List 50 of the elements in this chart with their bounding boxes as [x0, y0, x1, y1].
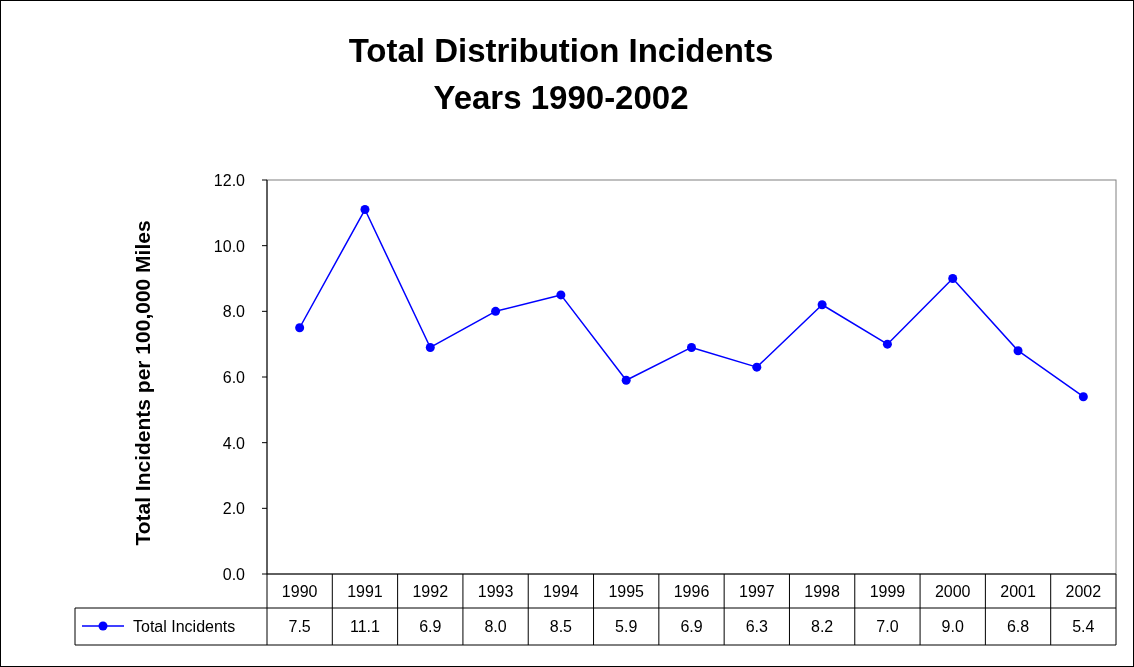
data-label: 9.0 [941, 618, 964, 635]
point [1013, 346, 1023, 356]
data-label: 5.4 [1072, 618, 1095, 635]
x-tick-label: 2002 [1065, 583, 1102, 600]
point [295, 323, 305, 333]
x-tick-label: 1998 [804, 583, 841, 600]
point [491, 306, 501, 316]
point [1078, 392, 1088, 402]
x-tick-label: 1997 [739, 583, 775, 600]
point [621, 375, 631, 385]
x-tick-label: 1990 [281, 583, 318, 600]
legend-label: Total Incidents [133, 618, 236, 635]
point [882, 339, 892, 349]
x-tick-label: 1994 [543, 583, 579, 600]
data-label: 8.2 [810, 618, 834, 635]
y-axis-title: Total Incidents per 100,000 Miles [131, 220, 154, 546]
data-label: 6.9 [419, 618, 442, 635]
data-label: 6.8 [1006, 618, 1030, 635]
x-tick-label: 1999 [869, 583, 906, 600]
data-label: 7.0 [876, 618, 899, 635]
point [425, 342, 435, 352]
x-tick-label: 2001 [1000, 583, 1036, 600]
chart-title: Total Distribution Incidents [348, 32, 774, 69]
y-tick-label: 2.0 [222, 500, 246, 518]
point [556, 290, 566, 300]
point [817, 300, 827, 310]
chart-subtitle: Years 1990-2002 [433, 79, 689, 116]
y-tick-label: 10.0 [213, 237, 246, 255]
point [687, 342, 696, 352]
y-tick-label: 6.0 [222, 369, 246, 386]
y-tick-label: 8.0 [222, 303, 246, 321]
x-tick-label: 2000 [934, 583, 971, 600]
y-tick-label: 0.0 [222, 566, 246, 583]
data-label: 6.9 [680, 618, 703, 635]
data-label: 6.3 [745, 618, 769, 635]
x-tick-label: 1995 [608, 583, 645, 600]
x-tick-label: 1996 [673, 583, 710, 600]
data-label: 7.5 [288, 618, 311, 635]
x-tick-label: 1991 [347, 583, 383, 600]
x-tick-label: 1993 [477, 583, 514, 600]
point [752, 362, 762, 372]
data-label: 5.9 [615, 618, 638, 635]
data-label: 8.5 [549, 618, 573, 635]
x-tick-label: 1992 [412, 583, 449, 600]
y-tick-label: 4.0 [222, 434, 246, 452]
data-label: 11.1 [349, 618, 381, 635]
data-label: 8.0 [484, 618, 507, 635]
point [948, 274, 958, 283]
point [360, 205, 370, 215]
y-tick-label: 12.0 [213, 172, 246, 189]
